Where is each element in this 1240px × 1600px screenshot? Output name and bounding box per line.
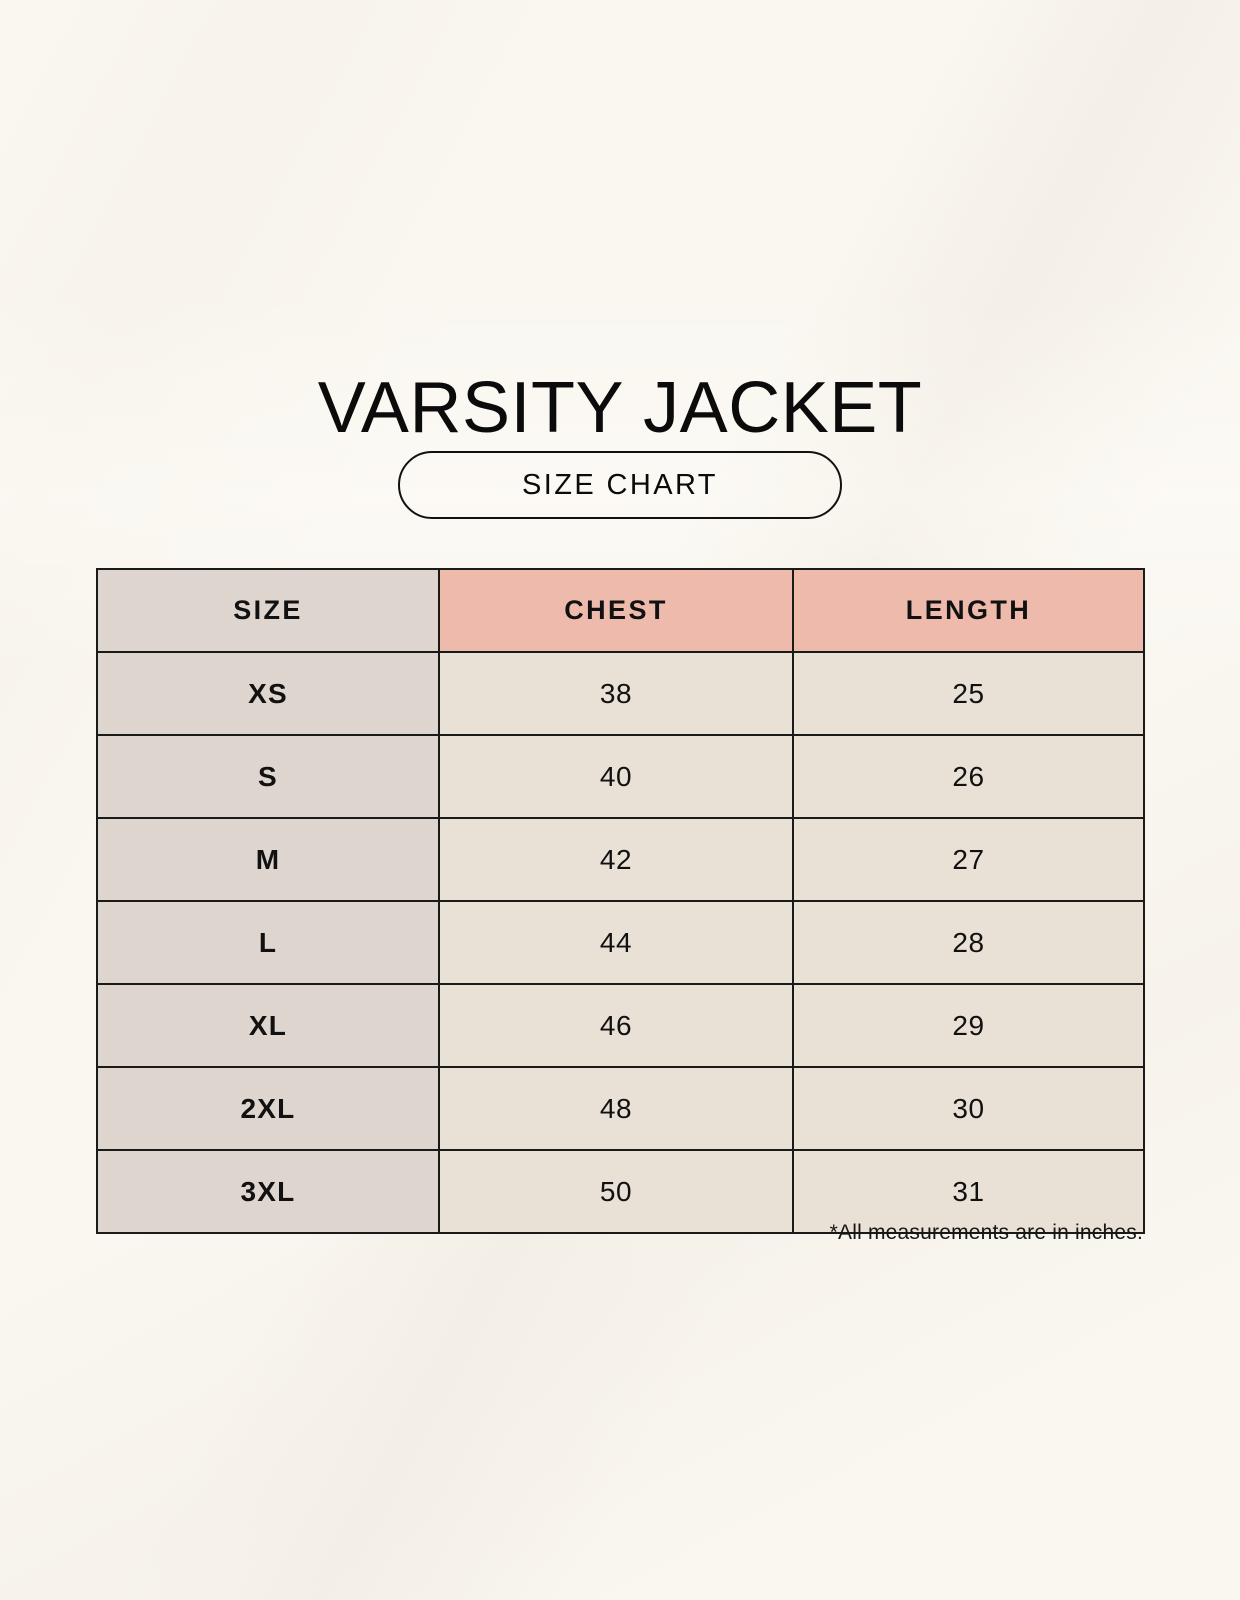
cell-chest: 48 — [438, 1066, 794, 1151]
cell-chest: 38 — [438, 651, 794, 736]
measurement-note: *All measurements are in inches. — [829, 1221, 1143, 1244]
size-table: SIZE CHEST LENGTH XS 38 25 S 40 26 M — [96, 568, 1145, 1234]
size-table-container: SIZE CHEST LENGTH XS 38 25 S 40 26 M — [96, 568, 1145, 1234]
cell-size: XL — [96, 983, 440, 1068]
table-row: XS 38 25 — [96, 651, 1145, 736]
column-header-length: LENGTH — [792, 568, 1145, 653]
cell-size: XS — [96, 651, 440, 736]
cell-chest: 44 — [438, 900, 794, 985]
table-row: M 42 27 — [96, 817, 1145, 902]
cell-size: L — [96, 900, 440, 985]
table-row: XL 46 29 — [96, 983, 1145, 1068]
cell-size: S — [96, 734, 440, 819]
table-row: 2XL 48 30 — [96, 1066, 1145, 1151]
table-body: XS 38 25 S 40 26 M 42 27 L 44 28 — [96, 651, 1145, 1234]
table-row: 3XL 50 31 — [96, 1149, 1145, 1234]
cell-size: 3XL — [96, 1149, 440, 1234]
cell-chest: 40 — [438, 734, 794, 819]
cell-length: 25 — [792, 651, 1145, 736]
cell-length: 28 — [792, 900, 1145, 985]
cell-length: 29 — [792, 983, 1145, 1068]
cell-chest: 46 — [438, 983, 794, 1068]
column-header-chest: CHEST — [438, 568, 794, 653]
table-header-row: SIZE CHEST LENGTH — [96, 568, 1145, 653]
cell-length: 26 — [792, 734, 1145, 819]
size-chart-badge: SIZE CHART — [398, 451, 842, 519]
cell-length: 27 — [792, 817, 1145, 902]
cell-length: 31 — [792, 1149, 1145, 1234]
cell-chest: 50 — [438, 1149, 794, 1234]
cell-chest: 42 — [438, 817, 794, 902]
badge-container: SIZE CHART — [0, 451, 1240, 519]
cell-size: M — [96, 817, 440, 902]
cell-size: 2XL — [96, 1066, 440, 1151]
cell-length: 30 — [792, 1066, 1145, 1151]
table-row: L 44 28 — [96, 900, 1145, 985]
table-row: S 40 26 — [96, 734, 1145, 819]
column-header-size: SIZE — [96, 568, 440, 653]
table-header: SIZE CHEST LENGTH — [96, 568, 1145, 653]
page-title: VARSITY JACKET — [317, 368, 923, 449]
